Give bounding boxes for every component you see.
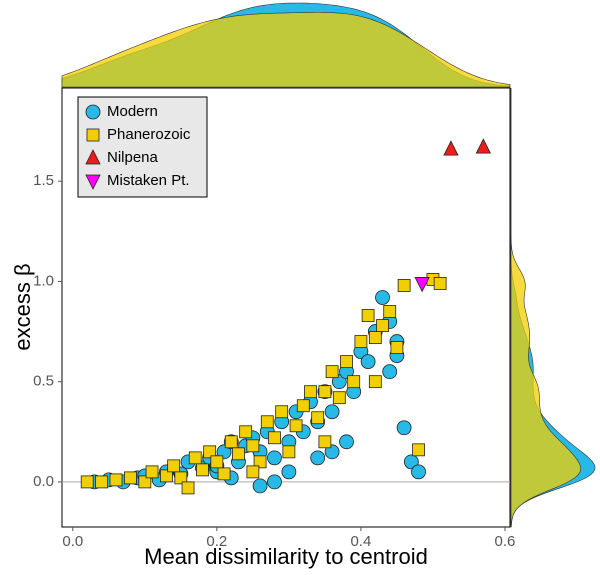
point (318, 435, 332, 449)
point (325, 365, 339, 379)
point (375, 290, 390, 305)
point (239, 425, 253, 439)
marginals (61, 2, 596, 528)
point (109, 473, 123, 487)
point (411, 464, 426, 480)
point (196, 463, 209, 477)
point (360, 354, 376, 370)
legend-marker (85, 104, 101, 120)
point (354, 335, 368, 348)
point (181, 481, 195, 495)
point (267, 450, 282, 466)
point (174, 471, 188, 485)
x-tick-label: 0.4 (350, 533, 371, 550)
point (138, 475, 152, 489)
right-density (510, 88, 581, 528)
point (145, 465, 159, 479)
point (275, 405, 289, 419)
y-tick-label: 0.5 (33, 373, 54, 390)
point (253, 455, 267, 469)
point (80, 475, 94, 489)
point (382, 364, 398, 380)
point (397, 279, 411, 292)
point (332, 391, 346, 405)
point (95, 475, 109, 489)
point (340, 355, 353, 369)
point (433, 277, 447, 290)
plot: 0.0 0.2 0.4 0.6 0.0 0.5 1.0 1.5 (33, 138, 516, 550)
point (324, 444, 340, 460)
point (267, 474, 282, 490)
point (318, 385, 332, 399)
point (188, 451, 202, 465)
point (310, 450, 326, 466)
point (260, 415, 274, 429)
point (324, 404, 340, 420)
legend-marker (85, 174, 101, 190)
point (339, 434, 354, 450)
point (217, 467, 231, 481)
point (331, 374, 347, 390)
point (396, 420, 412, 436)
point (252, 478, 268, 494)
point (160, 469, 173, 483)
top-density (61, 12, 511, 88)
x-tick-label: 0.0 (62, 533, 83, 550)
point (311, 411, 325, 425)
point (376, 319, 389, 332)
point (281, 464, 297, 480)
y-tick-label: 1.0 (33, 272, 54, 289)
point (246, 439, 260, 453)
y-tick-label: 0.0 (33, 473, 54, 490)
legend-label: Nilpena (107, 149, 159, 166)
point (390, 341, 404, 354)
legend: Modern Phanerozoic Nilpena Mistaken Pt. (85, 103, 191, 190)
point (304, 385, 317, 399)
point (296, 399, 310, 413)
x-tick-label: 0.2 (206, 533, 227, 550)
point (224, 435, 238, 449)
point (289, 419, 303, 433)
point (475, 138, 491, 154)
point (124, 471, 137, 485)
point (347, 375, 361, 389)
point (210, 455, 224, 469)
legend-box (77, 96, 208, 198)
point (216, 444, 232, 460)
point (368, 331, 382, 344)
y-tick-label: 1.5 (33, 172, 54, 189)
point (414, 277, 430, 293)
point (232, 447, 245, 461)
legend-label: Mistaken Pt. (107, 172, 190, 189)
point (412, 443, 425, 457)
x-tick-label: 0.6 (495, 533, 516, 550)
legend-marker (85, 149, 101, 165)
point (361, 309, 375, 322)
point (368, 375, 382, 389)
legend-marker (86, 128, 100, 142)
point (282, 445, 296, 459)
legend-label: Phanerozoic (107, 126, 191, 143)
legend-label: Modern (107, 103, 158, 120)
point (203, 445, 217, 459)
point (403, 454, 419, 470)
y-axis-label: excess β (10, 263, 35, 350)
point (246, 465, 260, 479)
point (268, 431, 281, 445)
point (443, 140, 459, 156)
x-axis-label: Mean dissimilarity to centroid (144, 544, 428, 569)
point (383, 305, 397, 318)
point (167, 459, 181, 473)
